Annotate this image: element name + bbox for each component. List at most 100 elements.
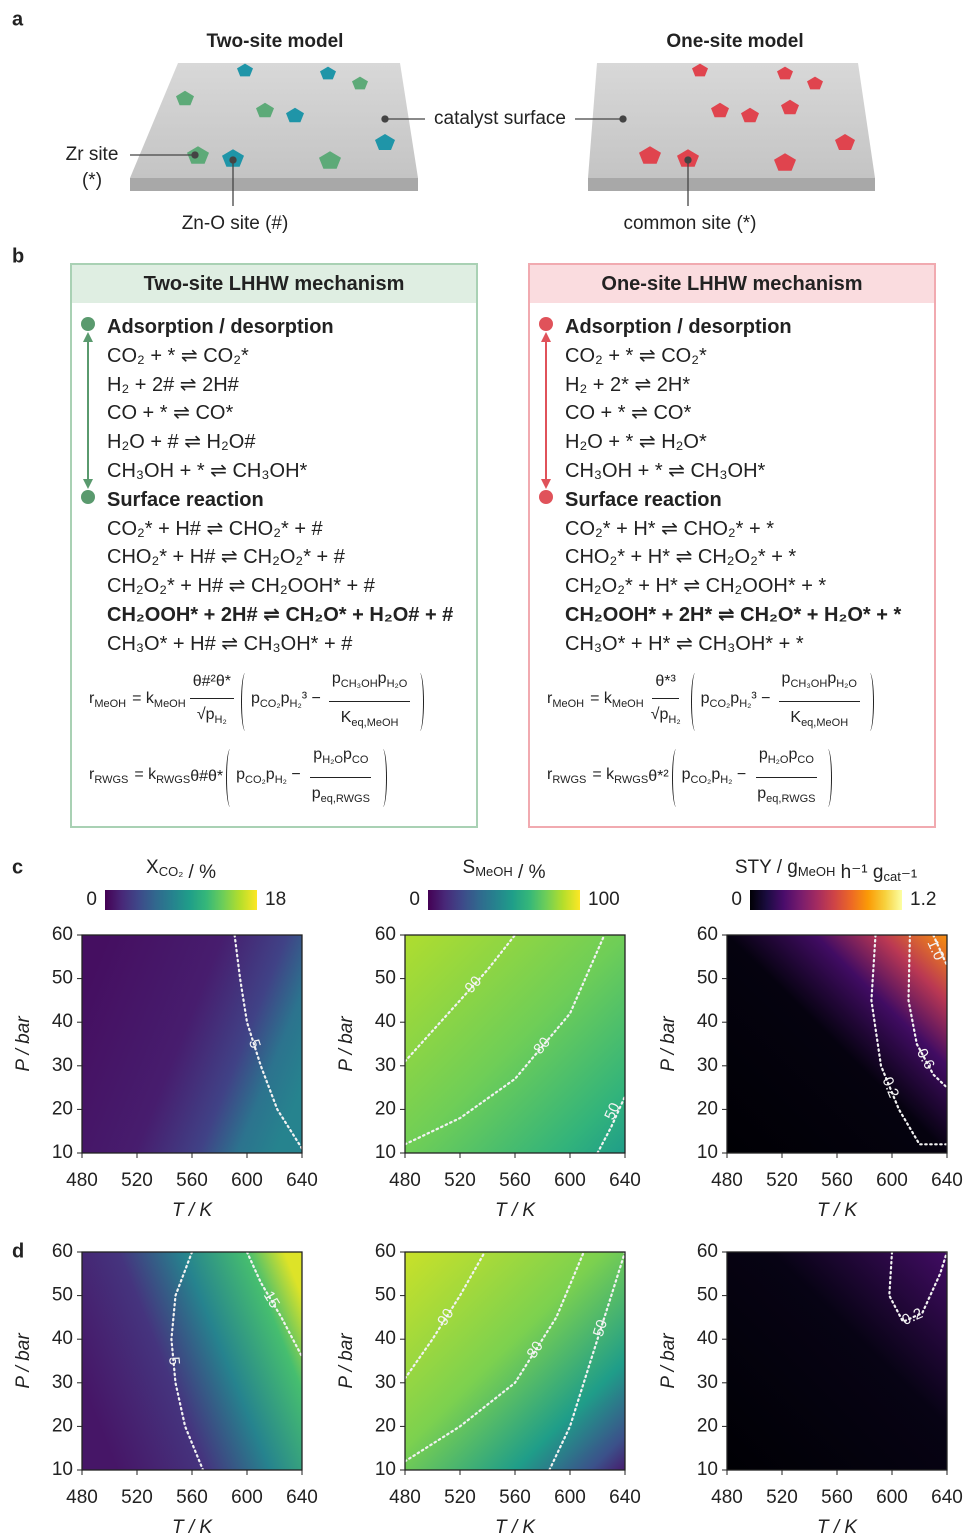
y-tick-label: 10 <box>52 1459 73 1480</box>
equation: CH₂O₂* + H# ⇌ CH₂OOH* + # <box>107 575 375 598</box>
x-axis-label: T / K <box>495 1200 536 1221</box>
math-group: rRWGS <box>89 761 128 795</box>
heatmap-field <box>82 935 302 1153</box>
arrow-head <box>541 479 551 489</box>
math-group: = kMeOH <box>132 685 186 719</box>
math-group: = kRWGS <box>134 761 190 795</box>
math-sub: CO₂ <box>690 773 712 786</box>
box-body: Adsorption / desorption CO₂ + * ⇌ CO₂* H₂ … <box>530 303 934 811</box>
math-text: = k <box>134 765 157 783</box>
y-tick-label: 60 <box>697 1241 718 1262</box>
math-group: θ#θ* <box>190 763 223 792</box>
panel-label: b <box>12 245 24 267</box>
contour-line <box>170 1252 205 1470</box>
equation: H₂ + 2# ⇌ 2H# <box>107 373 239 396</box>
x-axis-label: T / K <box>817 1517 858 1538</box>
math-text: p <box>827 670 837 688</box>
math-text: r <box>89 765 95 783</box>
paren <box>380 748 387 807</box>
math-sub: CH₃OH <box>340 678 378 691</box>
equation: CH₃OH + * ⇌ CH₃OH* <box>565 459 766 482</box>
math-text: p <box>236 765 246 783</box>
equation: CH₂OOH* + 2H# ⇌ CH₂O* + H₂O# + # <box>107 603 454 626</box>
math-group: Keq,MeOH <box>338 702 402 738</box>
math-text: p <box>757 785 767 803</box>
math-group: rRWGS <box>547 761 586 795</box>
x-tick-label: 480 <box>711 1170 743 1191</box>
x-tick-label: 640 <box>286 1170 318 1191</box>
step-dot <box>81 490 95 504</box>
x-tick-label: 480 <box>389 1487 421 1508</box>
equation: CO + * ⇌ CO* <box>107 402 234 425</box>
math-text: r <box>547 765 553 783</box>
equation: CO₂* + H# ⇌ CHO₂* + # <box>107 517 323 540</box>
x-axis-label: T / K <box>172 1517 213 1538</box>
math-sub: H₂ <box>289 697 302 710</box>
math-text: θ*² <box>648 768 669 786</box>
y-tick-label: 40 <box>52 1328 73 1349</box>
y-tick-label: 20 <box>375 1098 396 1119</box>
math-group: pCO₂pH₂ − <box>236 761 301 795</box>
section-heading: Adsorption / desorption <box>565 316 792 338</box>
math-text: − <box>732 765 747 783</box>
label-text: ⁻¹ <box>901 867 917 888</box>
contour-line <box>233 935 302 1150</box>
math-group: = kMeOH <box>590 685 644 719</box>
math-text: p <box>342 746 352 764</box>
math-sub: H₂ <box>214 714 227 727</box>
math-text: p <box>311 785 321 803</box>
model-title: One-site model <box>666 31 803 52</box>
math-text: K <box>790 709 802 727</box>
equation: H₂ + 2* ⇌ 2H* <box>565 373 691 396</box>
math-group: rMeOH <box>547 685 584 719</box>
y-tick-label: 20 <box>52 1098 73 1119</box>
equation: CO + * ⇌ CO* <box>565 402 692 425</box>
equation: CHO₂* + H* ⇌ CH₂O₂* + * <box>565 546 797 569</box>
contour-label: 50 <box>601 1100 623 1122</box>
leaders <box>130 115 692 206</box>
contour-line <box>405 935 517 1063</box>
x-tick-label: 480 <box>711 1487 743 1508</box>
x-tick-label: 640 <box>931 1487 963 1508</box>
y-tick-label: 60 <box>375 924 396 945</box>
math-sub: MeOH <box>611 697 644 710</box>
math-group: peq,RWGS <box>309 778 373 814</box>
x-tick-label: 560 <box>176 1487 208 1508</box>
colorbar <box>750 890 902 910</box>
heatmap-chart: 5 15 480 520 560 600 640 10 20 30 40 50 60 T / K P / b… <box>13 1241 318 1538</box>
panel-label: c <box>12 856 23 878</box>
rate-equation: rMeOH = kMeOH θ#²θ* √pH₂ pCO₂pH₂³ − pCH₃OHpH₂… <box>89 669 476 735</box>
y-axis-label: P / bar <box>336 1333 357 1389</box>
equation: CH₃OH + * ⇌ CH₃OH* <box>107 459 308 482</box>
slab-right <box>588 63 875 191</box>
contour-line <box>548 1252 625 1470</box>
math-sub: MeOH <box>153 697 186 710</box>
mechanism-box: One-site LHHW mechanism Adsorption / deso… <box>528 263 936 828</box>
y-tick-label: 20 <box>52 1415 73 1436</box>
math-text: − <box>286 765 301 783</box>
model-title: Two-site model <box>207 31 344 52</box>
x-tick-label: 600 <box>231 1487 263 1508</box>
equation: CO₂ + * ⇌ CO₂* <box>565 344 707 367</box>
math-group: pCO₂pH₂ − <box>682 761 747 795</box>
math-text: p <box>781 670 791 688</box>
colorbar-label: SMeOH / % <box>463 857 546 883</box>
box-title: One-site LHHW mechanism <box>530 265 934 303</box>
y-axis-label: P / bar <box>658 1333 679 1389</box>
y-axis-label: P / bar <box>336 1016 357 1072</box>
section-heading: Adsorption / desorption <box>107 316 334 338</box>
annotation: Zn-O site (#) <box>182 213 289 234</box>
fraction: θ*³ √pH₂ <box>648 668 684 736</box>
label-text: S <box>463 857 476 878</box>
y-tick-label: 40 <box>375 1328 396 1349</box>
math-text: p <box>377 670 387 688</box>
annotation: Zr site <box>66 144 119 165</box>
label-text: STY / g <box>735 857 798 878</box>
label-sub: cat <box>883 869 901 884</box>
x-tick-label: 480 <box>66 1170 98 1191</box>
y-tick-label: 60 <box>52 1241 73 1262</box>
y-tick-label: 10 <box>375 1459 396 1480</box>
